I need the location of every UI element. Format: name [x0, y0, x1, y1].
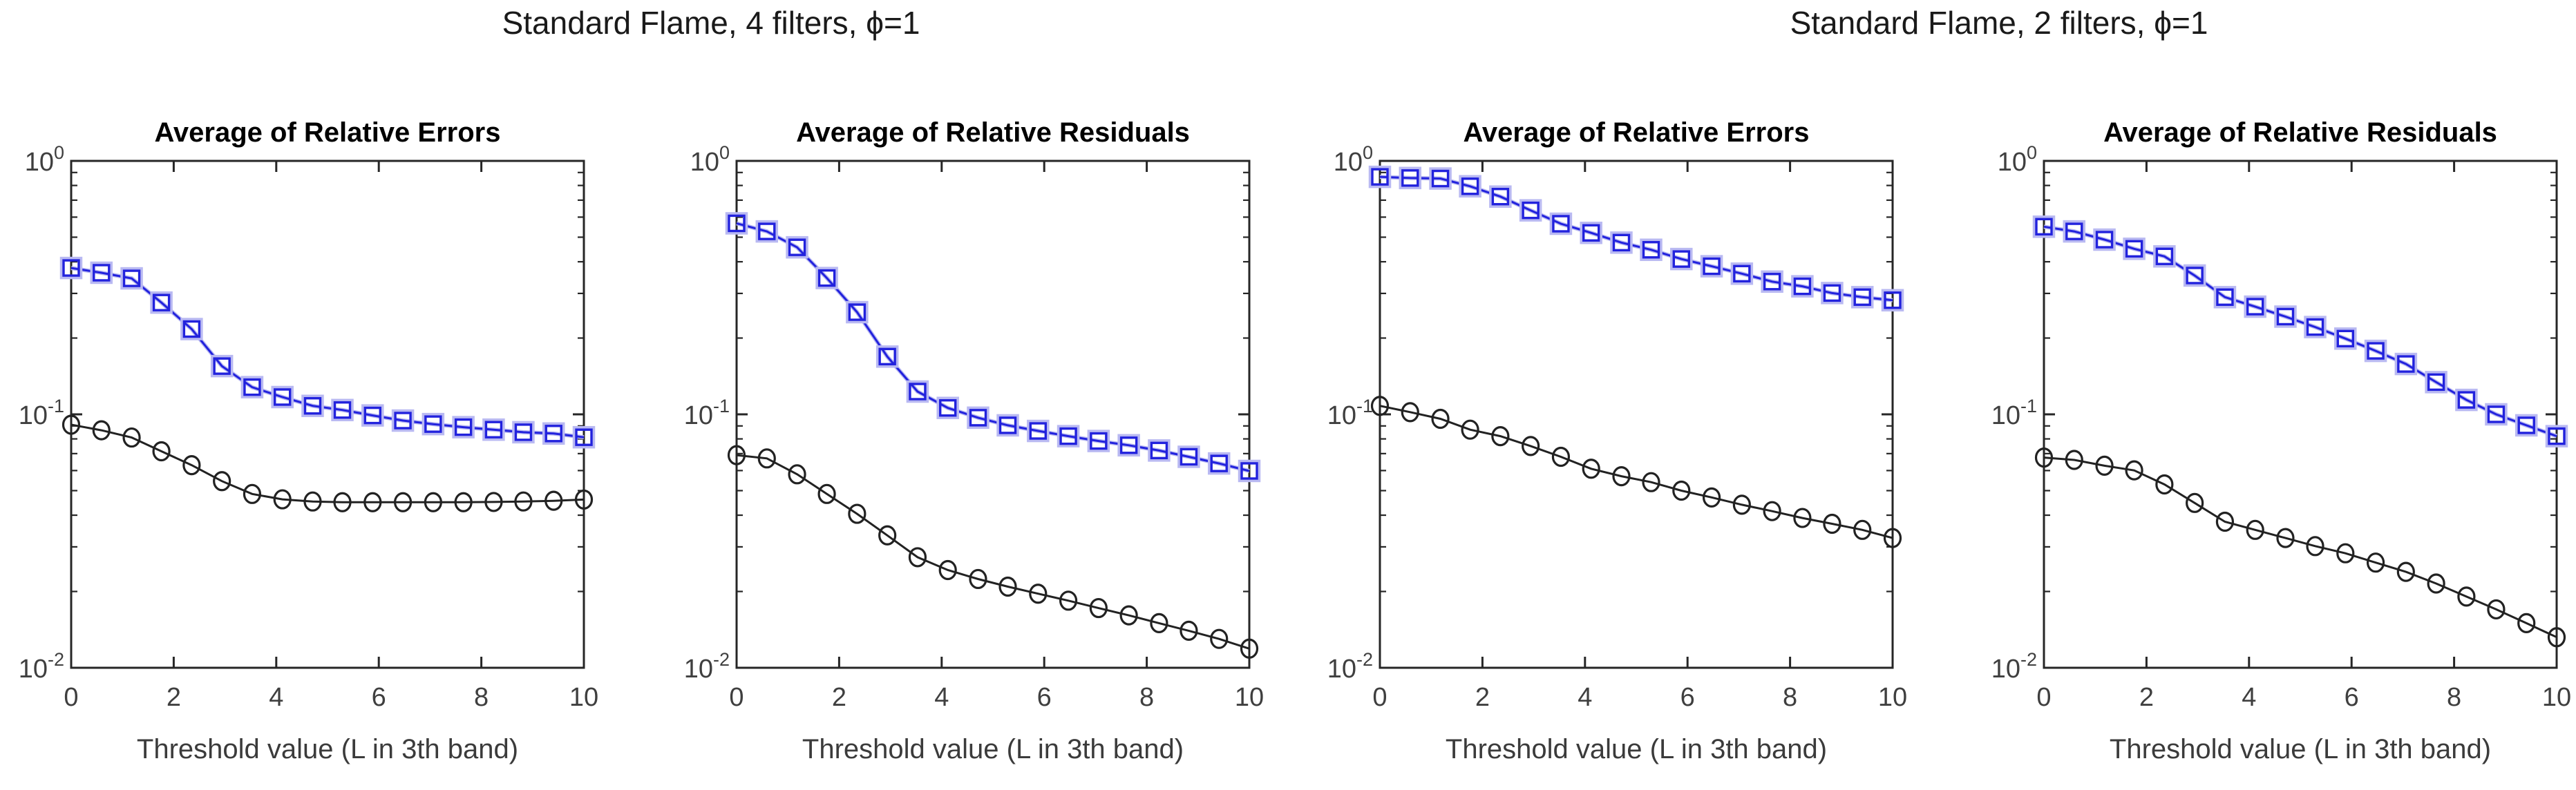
svg-text:2: 2 [1475, 683, 1490, 712]
svg-text:100: 100 [1998, 142, 2037, 177]
svg-text:2: 2 [832, 683, 846, 712]
svg-text:10-2: 10-2 [1991, 649, 2037, 684]
svg-text:0: 0 [1372, 683, 1387, 712]
svg-text:6: 6 [372, 683, 386, 712]
svg-text:0: 0 [729, 683, 744, 712]
svg-text:6: 6 [2345, 683, 2359, 712]
svg-text:10-1: 10-1 [1327, 396, 1373, 430]
subplot-residuals-2filters: 100 10-1 10-2 0 2 4 6 8 10 Average of Relative Re… [1973, 0, 2576, 790]
chart-canvas: 100 10-1 10-20 2 4 6 8 10 Average of Relative Er… [19, 117, 598, 764]
chart-canvas: 100 10-1 10-20 2 4 6 8 10 Average of Relative Er… [1327, 117, 1907, 764]
svg-text:8: 8 [1783, 683, 1797, 712]
svg-text:4: 4 [1578, 683, 1592, 712]
svg-text:4: 4 [269, 683, 283, 712]
figure-group-title-left: Standard Flame, 4 filters, ϕ=1 [502, 5, 920, 41]
svg-text:10: 10 [2542, 683, 2571, 712]
svg-text:Average of Relative Residuals: Average of Relative Residuals [2103, 117, 2497, 148]
svg-text:8: 8 [474, 683, 489, 712]
svg-text:Average of Relative Residuals: Average of Relative Residuals [796, 117, 1190, 148]
subplot-errors-2filters: 100 10-1 10-2 0 2 4 6 8 10 Average of Relative Er… [1309, 0, 1953, 790]
svg-text:100: 100 [25, 142, 64, 177]
svg-text:10-2: 10-2 [684, 649, 730, 684]
svg-text:0: 0 [2036, 683, 2051, 712]
svg-text:Average of Relative Errors: Average of Relative Errors [155, 117, 501, 148]
svg-text:10: 10 [1878, 683, 1907, 712]
svg-text:Threshold value (L in 3th band: Threshold value (L in 3th band) [802, 734, 1184, 764]
svg-text:4: 4 [934, 683, 949, 712]
subplot-errors-4filters: 100 10-1 10-2 0 2 4 6 8 10 Average of Relative Er… [0, 0, 645, 790]
chart-canvas: 100 10-1 10-20 2 4 6 8 10 Average of Relative Re… [1991, 117, 2571, 764]
svg-text:10-2: 10-2 [19, 649, 64, 684]
svg-text:10-2: 10-2 [1327, 649, 1373, 684]
svg-text:Average of Relative Errors: Average of Relative Errors [1464, 117, 1810, 148]
svg-text:10: 10 [569, 683, 598, 712]
svg-text:6: 6 [1680, 683, 1695, 712]
svg-text:10-1: 10-1 [19, 396, 64, 430]
svg-text:100: 100 [690, 142, 730, 177]
svg-text:10: 10 [1235, 683, 1264, 712]
svg-text:0: 0 [64, 683, 78, 712]
svg-text:8: 8 [1139, 683, 1154, 712]
svg-text:2: 2 [2139, 683, 2154, 712]
svg-text:Threshold value (L in 3th band: Threshold value (L in 3th band) [1446, 734, 1827, 764]
svg-text:Threshold value (L in 3th band: Threshold value (L in 3th band) [2110, 734, 2491, 764]
svg-text:100: 100 [1334, 142, 1373, 177]
svg-text:2: 2 [167, 683, 181, 712]
svg-text:6: 6 [1037, 683, 1052, 712]
figure-group-title-right: Standard Flame, 2 filters, ϕ=1 [1790, 5, 2208, 41]
svg-text:10-1: 10-1 [684, 396, 730, 430]
chart-canvas: 100 10-1 10-20 2 4 6 8 10 Average of Relative Re… [684, 117, 1264, 764]
svg-text:8: 8 [2447, 683, 2461, 712]
svg-text:Threshold value (L in 3th band: Threshold value (L in 3th band) [137, 734, 518, 764]
subplot-residuals-4filters: 100 10-1 10-2 0 2 4 6 8 10 Average of Relative Re… [665, 0, 1310, 790]
svg-text:4: 4 [2242, 683, 2256, 712]
svg-text:10-1: 10-1 [1991, 396, 2037, 430]
